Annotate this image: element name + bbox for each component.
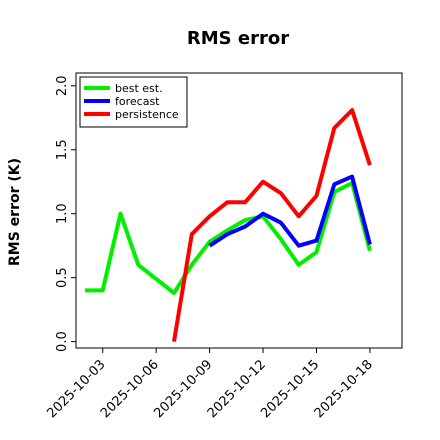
x-tick-label: 2025-10-18 bbox=[312, 357, 376, 421]
y-tick-label: 2.0 bbox=[55, 75, 70, 96]
legend-label: persistence bbox=[115, 108, 179, 121]
series-line-best-est bbox=[84, 181, 372, 295]
legend-label: best est. bbox=[115, 82, 163, 95]
y-tick-label: 1.0 bbox=[55, 203, 70, 224]
plot-area bbox=[75, 72, 403, 349]
x-axis: 2025-10-032025-10-062025-10-092025-10-12… bbox=[45, 348, 376, 421]
chart-title: RMS error bbox=[187, 28, 289, 49]
series-line-forecast bbox=[208, 174, 372, 248]
y-tick-label: 0.0 bbox=[55, 331, 70, 352]
y-tick-label: 0.5 bbox=[55, 267, 70, 288]
y-axis: 0.0 0.5 1.0 1.5 2.0 bbox=[55, 75, 76, 352]
series-group bbox=[84, 108, 372, 342]
series-line-persistence bbox=[172, 108, 372, 342]
y-tick-label: 1.5 bbox=[55, 139, 70, 160]
y-axis-label: RMS error (K) bbox=[7, 158, 23, 266]
legend-label: forecast bbox=[115, 95, 160, 108]
